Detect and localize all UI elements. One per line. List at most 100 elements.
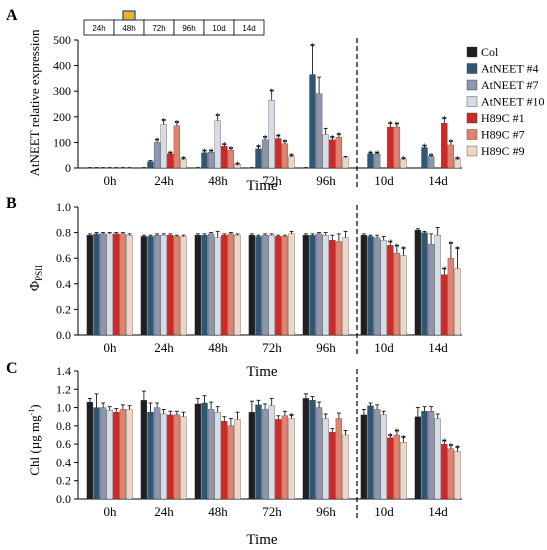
y-tick-label: 0.0 bbox=[56, 328, 71, 342]
bar bbox=[214, 120, 221, 169]
bar bbox=[360, 414, 368, 500]
bar bbox=[380, 240, 387, 336]
bar bbox=[421, 411, 428, 500]
bar bbox=[268, 235, 275, 336]
x-axis-label-c: Time bbox=[246, 532, 277, 548]
bar bbox=[360, 235, 368, 336]
bar bbox=[106, 410, 113, 500]
bar bbox=[441, 443, 448, 500]
bar bbox=[322, 134, 329, 169]
bar bbox=[275, 419, 282, 500]
legend-label: H89C #9 bbox=[481, 144, 525, 158]
x-tick-label: 72h bbox=[262, 340, 282, 355]
bar bbox=[99, 233, 107, 336]
bar bbox=[302, 235, 310, 336]
bar bbox=[173, 125, 181, 169]
x-tick-label: 14d bbox=[428, 504, 448, 519]
significance-star: * bbox=[368, 149, 373, 160]
significance-star: * bbox=[401, 155, 406, 166]
bar bbox=[441, 123, 448, 169]
bar bbox=[288, 233, 295, 336]
bar bbox=[414, 416, 422, 500]
significance-star: * bbox=[202, 148, 207, 159]
y-tick-label: 0.6 bbox=[56, 437, 71, 451]
legend-swatch bbox=[466, 63, 478, 74]
bar bbox=[315, 93, 323, 169]
bar bbox=[454, 451, 461, 500]
significance-star: * bbox=[336, 131, 341, 142]
legend-swatch bbox=[466, 46, 478, 58]
panel-label-a: A bbox=[6, 7, 18, 24]
significance-star: * bbox=[263, 134, 268, 145]
significance-star: * bbox=[289, 152, 294, 163]
bar bbox=[194, 235, 202, 336]
bar bbox=[248, 235, 256, 336]
y-tick-label: 400 bbox=[53, 59, 71, 73]
legend-label: AtNEET #4 bbox=[481, 62, 538, 76]
significance-star: * bbox=[394, 242, 399, 253]
significance-star: * bbox=[429, 152, 434, 163]
significance-star: * bbox=[442, 115, 447, 126]
x-axis-label-b: Time bbox=[246, 364, 277, 380]
bar bbox=[302, 398, 310, 500]
bar bbox=[322, 235, 329, 336]
significance-star: * bbox=[394, 427, 399, 438]
significance-star: * bbox=[455, 155, 460, 166]
y-tick-label: 0.0 bbox=[56, 492, 71, 506]
bar bbox=[434, 235, 441, 336]
x-tick-label: 72h bbox=[262, 504, 282, 519]
x-tick-label: 24h bbox=[154, 504, 174, 519]
bar bbox=[126, 235, 133, 336]
bar bbox=[421, 232, 428, 336]
significance-star: * bbox=[375, 149, 380, 160]
bar bbox=[268, 100, 275, 169]
y-tick-label: 0.8 bbox=[56, 226, 71, 240]
bar bbox=[160, 124, 167, 169]
bar bbox=[414, 229, 422, 336]
bar bbox=[167, 235, 174, 336]
bar bbox=[160, 235, 167, 336]
bar bbox=[126, 409, 133, 500]
legend-label: Col bbox=[481, 45, 499, 59]
y-axis-label-b: ΦPSII bbox=[28, 265, 44, 291]
bar bbox=[119, 409, 127, 500]
legend-label: AtNEET #7 bbox=[481, 78, 538, 92]
bar bbox=[281, 236, 289, 336]
y-tick-label: 0 bbox=[65, 161, 71, 175]
significance-star: * bbox=[448, 138, 453, 149]
x-tick-label: 96h bbox=[316, 504, 336, 519]
timeline-label: 14d bbox=[242, 24, 255, 33]
bar bbox=[214, 237, 221, 336]
bar bbox=[434, 418, 441, 500]
significance-star: * bbox=[228, 145, 233, 156]
timeline-segment bbox=[233, 19, 265, 36]
legend-swatch bbox=[466, 96, 478, 107]
significance-star: * bbox=[442, 437, 447, 448]
y-axis-label-c: Chl (µg mg-1) bbox=[27, 404, 42, 475]
bar bbox=[207, 409, 215, 500]
y-axis-label-a: AtNEET relative expression bbox=[27, 29, 42, 177]
legend: Col AtNEET #4 AtNEET #7 AtNEET #10 H89C #1 H8… bbox=[466, 45, 544, 158]
bar bbox=[234, 235, 241, 336]
significance-star: * bbox=[394, 120, 399, 131]
significance-star: * bbox=[161, 117, 166, 128]
bar bbox=[147, 161, 154, 169]
x-tick-label: 10d bbox=[374, 340, 394, 355]
bar bbox=[281, 415, 289, 500]
bar bbox=[113, 411, 120, 500]
bar bbox=[335, 241, 343, 336]
bar bbox=[119, 233, 127, 336]
bar bbox=[201, 402, 208, 500]
significance-star: * bbox=[455, 444, 460, 455]
bar bbox=[373, 237, 381, 336]
x-tick-label: 10d bbox=[374, 504, 394, 519]
x-tick-label: 48h bbox=[208, 504, 228, 519]
significance-star: * bbox=[388, 239, 393, 250]
bar bbox=[309, 400, 316, 500]
bar bbox=[140, 236, 148, 336]
x-tick-label: 10d bbox=[374, 173, 394, 188]
y-tick-label: 0.8 bbox=[56, 419, 71, 433]
bar bbox=[113, 233, 120, 336]
bar bbox=[261, 409, 269, 500]
bar bbox=[147, 411, 154, 500]
